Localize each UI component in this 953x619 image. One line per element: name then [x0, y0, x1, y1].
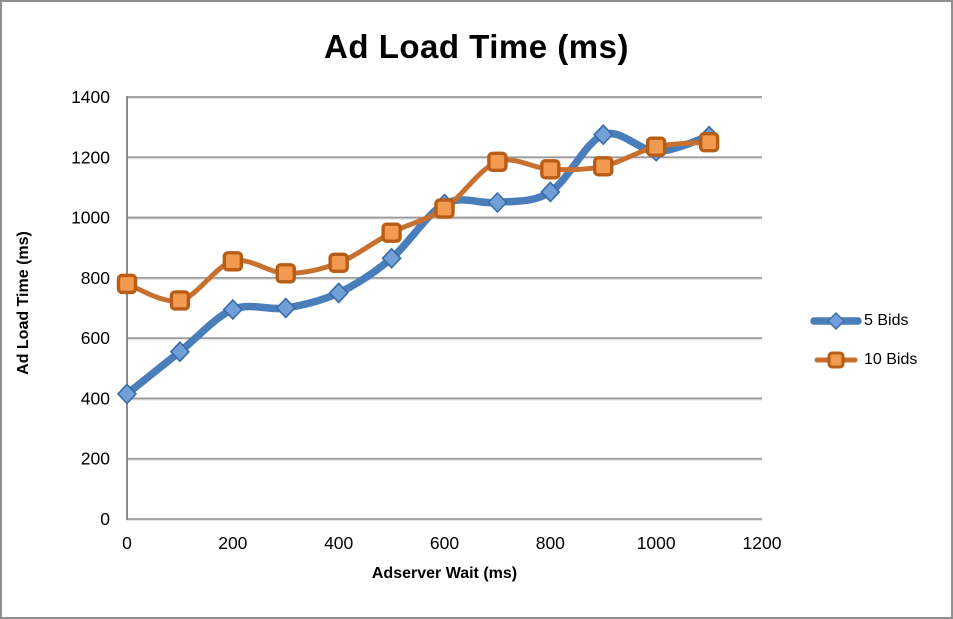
y-tick-label: 1200 [71, 147, 110, 167]
y-tick-label: 800 [81, 268, 110, 288]
chart-title: Ad Load Time (ms) [324, 28, 629, 65]
diamond-marker-icon [827, 312, 845, 330]
y-tick-label: 0 [100, 509, 110, 529]
y-tick-label: 1400 [71, 87, 110, 107]
legend-label: 10 Bids [864, 351, 918, 368]
x-tick-label: 400 [324, 533, 353, 553]
x-tick-label: 0 [122, 533, 132, 553]
x-tick-label: 600 [430, 533, 459, 553]
data-point-10-bids [222, 251, 244, 272]
data-point-5-bids [169, 341, 191, 363]
y-tick-label: 400 [81, 388, 110, 408]
data-point-10-bids [116, 273, 138, 295]
data-point-5-bids [275, 297, 296, 319]
data-point-5-bids [381, 247, 402, 269]
data-point-5-bids [593, 124, 614, 146]
x-tick-label: 1200 [743, 533, 782, 553]
legend: 5 Bids 10 Bids [810, 310, 917, 371]
data-point-10-bids [434, 198, 455, 219]
legend-marker-5-bids [810, 312, 862, 330]
data-point-10-bids [169, 290, 191, 311]
x-tick-label: 800 [536, 533, 565, 553]
data-point-10-bids [698, 132, 720, 153]
data-point-5-bids [328, 282, 349, 304]
series-line-5-bids [123, 129, 713, 398]
y-tick-label: 200 [81, 449, 110, 469]
legend-item-10-bids: 10 Bids [810, 349, 917, 371]
x-tick-label: 200 [218, 533, 247, 553]
y-tick-label: 600 [81, 328, 110, 348]
data-point-10-bids [487, 151, 508, 173]
legend-item-5-bids: 5 Bids [810, 310, 917, 332]
data-point-10-bids [645, 136, 667, 157]
data-point-10-bids [540, 159, 561, 180]
data-point-10-bids [381, 222, 402, 243]
data-point-10-bids [593, 156, 614, 177]
data-point-10-bids [275, 263, 296, 284]
x-tick-label: 1000 [637, 533, 676, 553]
legend-label: 5 Bids [864, 312, 909, 329]
legend-marker-10-bids [814, 351, 858, 369]
data-point-5-bids [540, 181, 561, 203]
y-tick-label: 1000 [71, 208, 110, 228]
data-point-10-bids [328, 252, 349, 273]
x-axis-title: Adserver Wait (ms) [371, 565, 518, 582]
data-point-5-bids [116, 383, 138, 405]
data-point-5-bids [487, 191, 508, 214]
data-point-5-bids [222, 298, 243, 321]
square-marker-icon [827, 351, 845, 369]
